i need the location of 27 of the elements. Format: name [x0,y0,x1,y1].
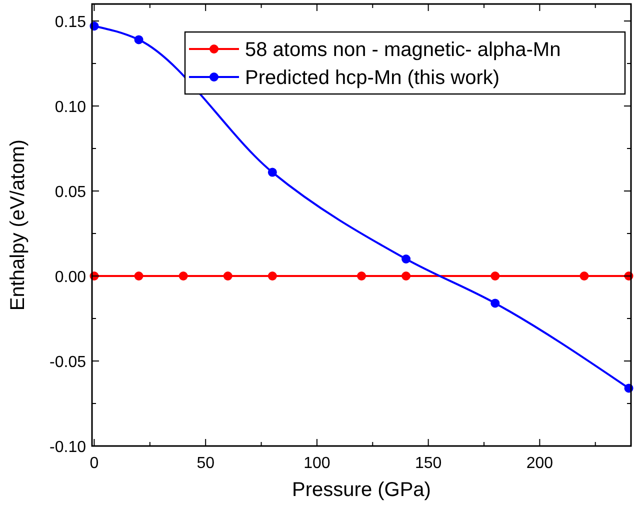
point [178,272,188,280]
x-tick-label: 0 [90,455,99,472]
point [357,272,366,280]
point [490,272,500,280]
legend-label: Predicted hcp-Mn (this work) [245,67,500,89]
x-tick-label: 100 [304,455,330,472]
point [402,272,411,280]
point [580,272,589,280]
y-tick-label: 0.05 [54,184,86,201]
x-axis-title: Pressure (GPa) [292,479,431,501]
point [268,168,277,177]
y-tick-label: 0.00 [54,269,86,286]
point [490,298,500,308]
x-tick-label: 50 [196,455,215,472]
y-tick-label: -0.05 [50,354,86,371]
point [134,272,144,280]
x-tick-label: 150 [414,455,442,472]
y-axis-title: Enthalpy (eV/atom) [7,139,29,311]
x-tick-label: 200 [526,455,554,472]
legend-label: 58 atoms non - magnetic- alpha-Mn [245,39,561,61]
point [134,35,144,44]
point [223,272,232,280]
y-tick-label: 0.15 [54,14,86,31]
point [402,254,411,264]
y-tick-label: -0.10 [50,439,86,456]
y-tick-label: 0.10 [54,99,86,116]
point [268,272,277,280]
